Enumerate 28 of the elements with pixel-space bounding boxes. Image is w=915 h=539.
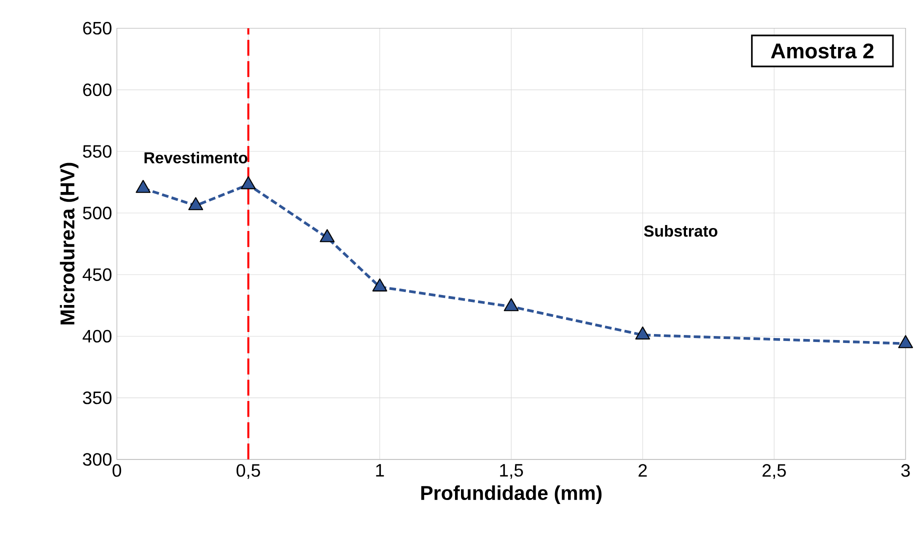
y-tick-label: 550 <box>82 145 112 158</box>
y-axis-title: Microdureza (HV) <box>60 162 78 324</box>
point <box>320 229 335 242</box>
point <box>504 298 519 312</box>
point <box>635 326 650 340</box>
y-tick-label: 600 <box>83 83 112 96</box>
point <box>136 180 151 193</box>
annotation: Substrato <box>644 224 718 237</box>
y-tick-label: 650 <box>83 22 112 34</box>
y-tick-label: 500 <box>82 206 112 220</box>
x-tick-label: 1,5 <box>500 464 523 479</box>
point <box>240 176 256 190</box>
y-tick-label: 400 <box>82 330 112 343</box>
point <box>898 335 914 348</box>
y-tick-label: 350 <box>82 391 112 404</box>
x-axis-title: Profundidade (mm) <box>421 485 602 504</box>
point <box>372 278 388 292</box>
x-tick-label: 2,5 <box>762 464 786 479</box>
x-tick-label: 3 <box>901 464 910 477</box>
x-tick-label: 2 <box>638 464 647 477</box>
x-tick-label: 0 <box>112 464 122 477</box>
x-tick-label: 1 <box>376 464 384 476</box>
x-tick-label: 0,5 <box>236 464 260 479</box>
y-tick-label: 450 <box>82 268 112 281</box>
point <box>188 197 204 210</box>
y-tick-label: 300 <box>82 453 112 466</box>
annotation: Revestimento <box>144 152 248 164</box>
text: Amostra 2 <box>770 43 874 58</box>
